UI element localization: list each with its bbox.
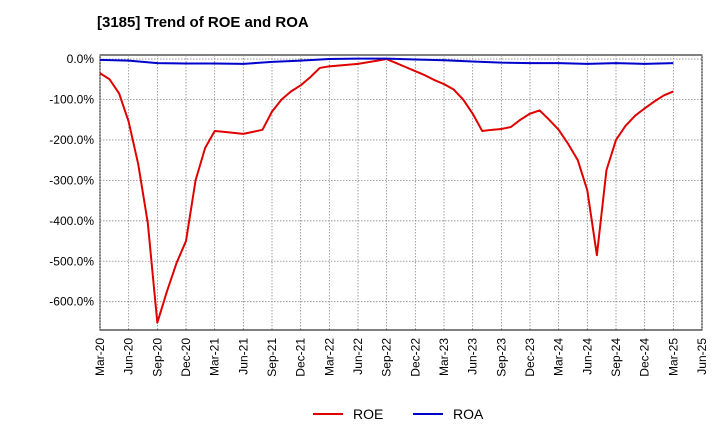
x-tick-label: Dec-23 bbox=[523, 338, 537, 377]
y-axis-ticks: 0.0% -100.0% -200.0% -300.0% -400.0% -500.0% -… bbox=[49, 52, 94, 309]
x-tick-label: Mar-25 bbox=[666, 338, 680, 376]
x-tick-label: Sep-24 bbox=[609, 338, 623, 377]
x-tick-label: Mar-24 bbox=[552, 338, 566, 376]
legend-label-roe: ROE bbox=[353, 406, 383, 422]
plot-area bbox=[99, 54, 703, 331]
x-tick-label: Sep-20 bbox=[150, 338, 164, 377]
y-tick-label: 0.0% bbox=[67, 52, 95, 66]
x-tick-label: Jun-20 bbox=[122, 338, 136, 375]
legend: ROE ROA bbox=[313, 406, 484, 422]
x-tick-label: Jun-21 bbox=[236, 338, 250, 375]
series-line-roa bbox=[99, 57, 674, 65]
y-tick-label: -100.0% bbox=[49, 92, 94, 106]
legend-label-roa: ROA bbox=[453, 406, 484, 422]
x-tick-label: Sep-22 bbox=[380, 338, 394, 377]
series-lines bbox=[99, 57, 674, 324]
x-tick-label: Mar-22 bbox=[322, 338, 336, 376]
y-tick-label: -500.0% bbox=[49, 254, 94, 268]
y-tick-label: -600.0% bbox=[49, 295, 94, 309]
series-line-roe bbox=[99, 58, 674, 324]
x-tick-label: Dec-24 bbox=[638, 338, 652, 377]
x-tick-label: Mar-20 bbox=[93, 338, 107, 376]
x-tick-label: Jun-23 bbox=[466, 338, 480, 375]
x-tick-label: Jun-25 bbox=[695, 338, 709, 375]
y-tick-label: -200.0% bbox=[49, 133, 94, 147]
x-tick-label: Mar-21 bbox=[208, 338, 222, 376]
chart-title: [3185] Trend of ROE and ROA bbox=[97, 14, 309, 31]
x-tick-label: Dec-21 bbox=[294, 338, 308, 377]
x-tick-label: Jun-24 bbox=[580, 338, 594, 375]
x-tick-label: Dec-22 bbox=[408, 338, 422, 377]
x-axis-ticks: Mar-20 Jun-20 Sep-20 Dec-20 Mar-21 Jun-21 Sep-… bbox=[93, 338, 709, 377]
y-tick-label: -300.0% bbox=[49, 173, 94, 187]
x-tick-label: Mar-23 bbox=[437, 338, 451, 376]
y-tick-label: -400.0% bbox=[49, 214, 94, 228]
x-tick-label: Sep-23 bbox=[494, 338, 508, 377]
x-tick-label: Jun-22 bbox=[351, 338, 365, 375]
grid-vertical bbox=[99, 55, 703, 330]
x-tick-label: Sep-21 bbox=[265, 338, 279, 377]
x-tick-label: Dec-20 bbox=[179, 338, 193, 377]
